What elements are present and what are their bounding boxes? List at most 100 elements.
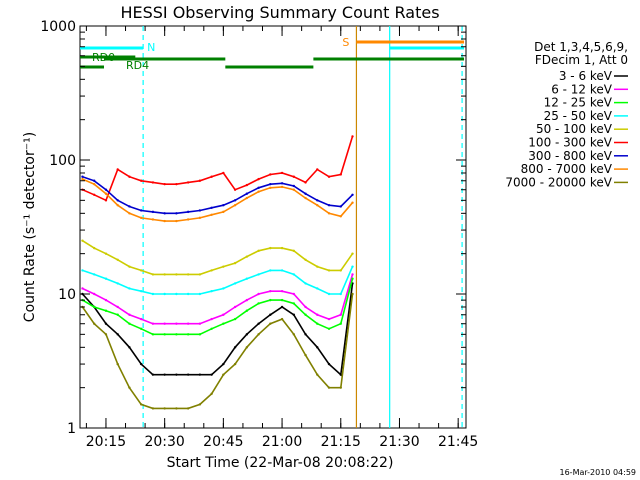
series-point (198, 373, 202, 376)
series-point (104, 309, 108, 312)
series-point (151, 273, 155, 276)
legend-label-4: 50 - 100 keV (536, 122, 613, 136)
annotation-label-N: N (147, 41, 155, 54)
series-point (81, 269, 84, 272)
series-point (81, 287, 84, 290)
series-point (327, 269, 331, 272)
series-point (351, 273, 354, 276)
series-point (257, 322, 260, 325)
series-point (198, 273, 202, 276)
series-point (257, 249, 260, 253)
series-point (210, 206, 213, 209)
series-point (128, 386, 131, 389)
series-point (280, 289, 284, 293)
series-point (280, 317, 284, 321)
series-point (151, 218, 155, 221)
series-point (186, 333, 190, 336)
series-point (304, 313, 307, 316)
x-tick-label-1: 20:30 (144, 434, 184, 450)
series-point (269, 289, 272, 293)
series-point (339, 313, 342, 316)
series-7 (81, 177, 354, 223)
series-point (280, 246, 284, 250)
series-point (139, 179, 143, 182)
series-point (245, 309, 249, 312)
series-point (93, 322, 96, 325)
series-point (210, 392, 213, 395)
series-point (104, 188, 108, 191)
series-point (245, 255, 249, 258)
series-point (222, 203, 225, 207)
series-point (151, 407, 155, 410)
series-point (93, 193, 96, 196)
series-point (269, 313, 272, 316)
series-point (151, 322, 155, 325)
legend-label-8: 7000 - 20000 keV (505, 175, 612, 189)
series-point (186, 407, 190, 410)
series-point (93, 179, 96, 182)
x-tick-label-0: 20:15 (86, 434, 126, 450)
series-point (186, 210, 190, 214)
series-point (280, 182, 284, 185)
series-point (245, 277, 249, 280)
series-point (339, 386, 342, 389)
series-point (128, 313, 131, 316)
series-point (151, 333, 155, 336)
series-0 (81, 282, 354, 377)
series-point (292, 333, 296, 336)
series-point (316, 287, 319, 290)
annotation-RD0: RD0 (80, 51, 136, 64)
series-point (186, 181, 190, 184)
series-point (139, 216, 143, 220)
series-point (116, 168, 119, 171)
annotation-bars: RD0 RD4 N S (80, 36, 465, 72)
series-point (175, 273, 178, 276)
series-point (233, 261, 237, 265)
series-point (351, 135, 354, 138)
series-point (128, 205, 131, 208)
x-tick-label-6: 21:45 (438, 434, 478, 450)
series-point (93, 182, 96, 186)
series-line (82, 274, 354, 325)
series-point (198, 179, 202, 182)
series-point (269, 173, 272, 176)
chart-title: HESSI Observing Summary Count Rates (120, 3, 439, 22)
series-point (351, 277, 354, 280)
legend-header-line-1: Det 1,3,4,5,6,9, (534, 40, 628, 54)
series-line (82, 178, 354, 222)
series-point (175, 292, 178, 296)
series-point (93, 246, 96, 250)
series-point (104, 333, 108, 336)
series-point (186, 273, 190, 276)
series-point (210, 373, 213, 376)
series-point (210, 327, 213, 330)
series-point (116, 199, 119, 202)
series-point (233, 188, 237, 191)
series-line (82, 240, 354, 276)
y-axis-label: Count Rate (s⁻¹ detector⁻¹) (22, 132, 38, 322)
series-point (222, 287, 225, 290)
series-point (257, 186, 260, 190)
annotation-label-RD0: RD0 (92, 51, 115, 64)
series-layer (81, 135, 354, 410)
series-point (104, 322, 108, 325)
series-point (316, 168, 319, 171)
series-point (151, 292, 155, 296)
series-point (128, 175, 131, 178)
series-point (128, 322, 131, 325)
series-point (175, 182, 178, 186)
x-tick-label-4: 21:15 (321, 434, 361, 450)
series-5 (81, 135, 354, 202)
series-point (269, 269, 272, 272)
series-point (304, 192, 307, 195)
series-point (245, 346, 249, 349)
series-point (257, 190, 260, 193)
series-8 (81, 292, 354, 410)
series-point (304, 333, 307, 336)
series-point (116, 258, 119, 261)
series-point (222, 362, 225, 366)
series-point (351, 193, 354, 196)
series-6 (81, 175, 354, 215)
series-point (327, 327, 331, 330)
